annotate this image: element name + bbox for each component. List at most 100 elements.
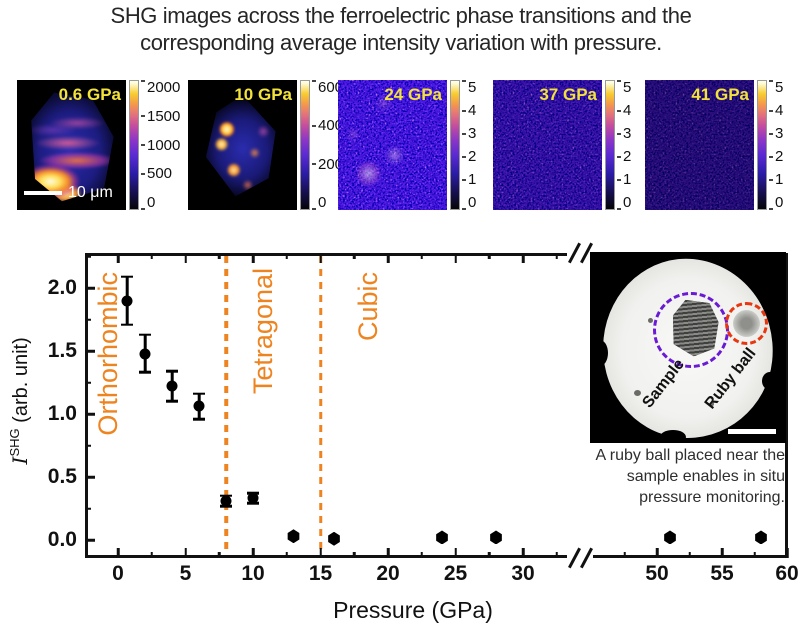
colorbar-tick-mark [141, 208, 145, 210]
colorbar-tick-mark [141, 172, 145, 175]
x-minor-tick [753, 552, 756, 558]
y-minor-tick [85, 255, 91, 258]
data-point [193, 400, 205, 412]
colorbar-tick: 0 [141, 195, 180, 210]
pressure-label: 41 GPa [691, 85, 749, 104]
x-tick-label: 20 [376, 562, 400, 585]
y-axis-label-superscript: SHG [7, 428, 23, 457]
x-major-tick [655, 548, 659, 558]
x-minor-tick [285, 552, 288, 558]
colorbar-tick-label: 0 [147, 194, 156, 211]
colorbar-tick: 2000 [141, 80, 180, 95]
colorbar-tick: 1500 [141, 109, 180, 124]
x-major-tick [319, 548, 322, 558]
data-point [490, 530, 502, 545]
colorbar-tick: 4 [769, 103, 783, 118]
y-tick-label: 2.0 [47, 276, 77, 299]
y-major-tick [85, 349, 95, 353]
y-tick-label: 0.5 [47, 465, 77, 488]
y-major-tick [85, 412, 95, 416]
colorbar-gradient [300, 80, 310, 210]
colorbar-tick: 2 [769, 149, 783, 164]
colorbar-tick-label: 3 [623, 125, 632, 142]
x-major-tick-top [386, 253, 390, 263]
colorbar-tick: 500 [141, 166, 180, 181]
shg-image: 10 GPa [188, 80, 297, 210]
shg-image: 37 GPa [493, 80, 602, 210]
colorbar-tick-mark [462, 208, 466, 210]
colorbar-gradient [450, 80, 460, 210]
colorbar-ticks: 5 4 3 2 1 0 [617, 80, 631, 210]
colorbar-tick-mark [617, 132, 621, 135]
colorbar-tick: 1000 [141, 138, 180, 153]
shg-speckle-noise [493, 80, 602, 210]
data-point [220, 495, 232, 507]
x-minor-tick-top [285, 253, 288, 259]
sample-dashed-circle [653, 292, 729, 368]
shg-image: 10 μm 0.6 GPa [17, 80, 126, 210]
x-minor-tick [420, 552, 423, 558]
x-major-tick-top [319, 253, 322, 263]
colorbar-tick: 200 [312, 157, 343, 172]
colorbar-tick-label: 600 [318, 79, 344, 96]
error-bar-cap [193, 392, 205, 396]
x-major-tick [386, 548, 390, 558]
x-tick-label: 15 [308, 562, 333, 585]
colorbar-tick-label: 5 [775, 79, 784, 96]
colorbar-tick-label: 400 [318, 117, 344, 135]
ruby-ball-image [733, 310, 760, 337]
shg-image: 24 GPa [338, 80, 447, 210]
colorbar-tick-mark [312, 207, 316, 210]
x-major-tick [720, 548, 724, 558]
colorbar-tick-label: 1500 [147, 107, 181, 125]
dust-speck [634, 390, 641, 396]
colorbar-ticks: 5 4 3 2 1 0 [769, 80, 783, 210]
error-bar-cap [139, 371, 151, 374]
shg-panel: 10 μm 0.6 GPa 2000 1500 1000 500 0 [17, 80, 180, 210]
colorbar-tick: 2 [462, 149, 476, 164]
colorbar-tick-label: 2 [468, 148, 477, 165]
phase-label: Orthorhombic [92, 272, 123, 436]
colorbar-tick-mark [769, 155, 773, 158]
y-major-tick [85, 286, 95, 290]
phase-boundary-line [224, 256, 228, 555]
gasket-notch [660, 430, 686, 443]
shg-panel: 37 GPa 5 4 3 2 1 0 [493, 80, 631, 210]
colorbar-tick-label: 5 [468, 79, 477, 96]
pressure-label: 0.6 GPa [58, 85, 121, 104]
x-tick-label: 60 [775, 562, 799, 585]
data-point [436, 530, 448, 545]
colorbar-tick-mark [141, 115, 145, 118]
colorbar-tick-label: 2000 [147, 79, 181, 96]
phase-boundary-line [318, 256, 323, 555]
x-major-tick-top [184, 253, 187, 263]
x-major-tick [116, 548, 120, 558]
colorbar: 2000 1500 1000 500 0 [129, 80, 180, 210]
x-minor-tick-top [150, 253, 153, 259]
colorbar-tick-mark [769, 132, 773, 135]
bright-cluster-overlay [338, 80, 447, 210]
y-minor-tick [85, 507, 91, 510]
colorbar-tick-label: 1 [468, 171, 477, 188]
x-major-tick-top [116, 253, 120, 263]
x-tick-label: 10 [241, 562, 265, 585]
colorbar-tick: 0 [769, 195, 783, 210]
colorbar-tick-label: 2 [623, 148, 632, 165]
x-major-tick [454, 548, 457, 558]
colorbar-tick: 2 [617, 149, 631, 164]
x-minor-tick [623, 552, 626, 558]
colorbar-ticks: 600 400 200 0 [312, 80, 343, 210]
colorbar-tick-label: 2 [775, 148, 784, 165]
colorbar-tick: 3 [769, 126, 783, 141]
x-major-tick [251, 548, 255, 558]
microscope-inset: Sample Ruby ball [590, 252, 786, 443]
axis-break-gap-top [567, 247, 593, 259]
data-point [139, 348, 151, 360]
phase-label: Cubic [353, 272, 384, 342]
y-minor-tick [85, 318, 91, 321]
scale-bar-line [24, 191, 62, 195]
y-axis-label: ISHG (arb. unit) [7, 251, 33, 551]
error-bar-cap [139, 333, 151, 336]
x-minor-tick [688, 552, 691, 558]
colorbar-ticks: 2000 1500 1000 500 0 [141, 80, 180, 210]
